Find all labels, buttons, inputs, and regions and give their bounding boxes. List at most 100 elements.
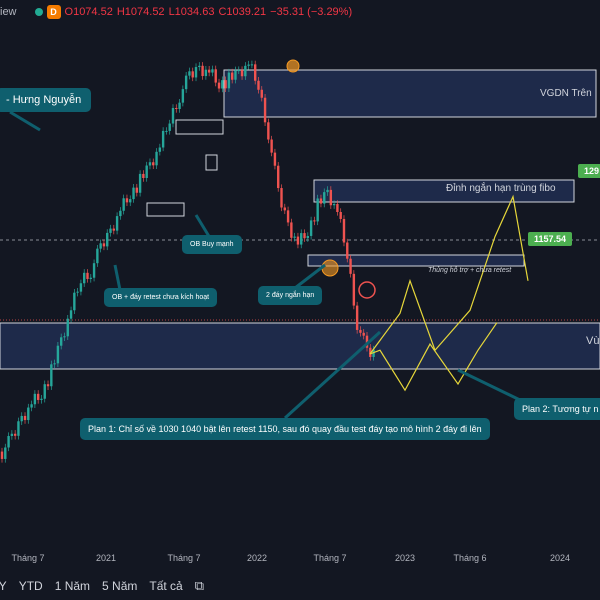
candle-body — [247, 64, 250, 66]
candle-body — [184, 75, 188, 90]
ob-buy-pointer — [194, 214, 212, 239]
candle-body — [125, 198, 129, 203]
candle-body — [303, 233, 306, 239]
candle-body — [339, 212, 342, 219]
peak-marker — [286, 59, 300, 73]
candle-body — [300, 233, 303, 245]
hai-day-callout: 2 đáy ngắn hạn — [258, 286, 323, 305]
candle-body — [323, 192, 326, 204]
candle-body — [122, 198, 125, 211]
candle-body — [234, 70, 237, 80]
candle-body — [66, 318, 69, 337]
candle-body — [152, 162, 155, 166]
x-tick-label: 2024 — [550, 553, 570, 563]
candle-body — [277, 165, 280, 189]
range-1y[interactable]: 1 Năm — [54, 579, 91, 593]
candle-body — [204, 69, 208, 77]
hai-day-text: 2 đáy ngắn hạn — [266, 292, 315, 299]
x-tick-label: 2023 — [395, 553, 415, 563]
projection-plan2 — [369, 322, 498, 392]
candle-body — [23, 415, 27, 421]
range-5y[interactable]: 5Y — [0, 579, 7, 593]
candle-body — [63, 336, 66, 338]
candle-body — [27, 407, 30, 421]
candle-body — [316, 198, 319, 222]
candle-body — [250, 64, 254, 66]
zone-ob-3 — [205, 154, 218, 171]
candle-body — [112, 228, 116, 231]
candle-body — [138, 173, 142, 193]
candle-body — [359, 329, 362, 333]
candle-body — [280, 188, 283, 208]
x-tick-label: 2022 — [247, 553, 267, 563]
plan1-text: Plan 1: Chỉ số về 1030 1040 bật lên rete… — [88, 424, 482, 434]
candle-body — [132, 187, 135, 200]
candle-body — [326, 189, 329, 193]
candle-body — [319, 198, 323, 204]
candle-body — [194, 67, 198, 78]
candle-body — [178, 102, 181, 110]
candle-body — [69, 310, 73, 319]
candle-body — [36, 393, 40, 400]
change-value: −35.31 (−3.29%) — [270, 6, 353, 18]
x-tick-label: Tháng 7 — [313, 553, 346, 563]
zone-ob-2 — [146, 202, 185, 217]
candle-body — [155, 151, 158, 166]
candle-body — [53, 363, 56, 365]
range-all[interactable]: Tất cả — [149, 579, 183, 593]
double-bottom-marker — [321, 259, 339, 277]
candle-body — [175, 107, 178, 110]
candle-body — [313, 220, 316, 222]
x-tick-label: Tháng 7 — [11, 553, 44, 563]
candle-body — [76, 291, 79, 293]
candle-body — [56, 345, 60, 364]
candle-body — [372, 349, 375, 357]
candle-body — [4, 447, 7, 459]
candle-body — [10, 433, 14, 437]
candle-body — [43, 384, 46, 399]
candle-body — [188, 71, 191, 76]
zone-thung-ho-tro — [307, 254, 525, 267]
candle-body — [224, 80, 227, 89]
candle-body — [332, 204, 336, 206]
breakdown-marker — [358, 281, 376, 299]
candle-body — [365, 335, 369, 348]
price-tag-mid: 1157.54 — [528, 232, 573, 246]
candle-body — [207, 69, 211, 73]
zone-ob-1 — [175, 119, 224, 135]
candle-body — [33, 393, 37, 405]
zone-dinh-ngan-han — [313, 179, 575, 203]
candle-body — [263, 97, 267, 123]
candle-body — [221, 80, 224, 89]
range-ytd[interactable]: YTD — [18, 579, 43, 593]
candle-body — [102, 243, 106, 247]
candle-body — [283, 207, 286, 211]
candle-body — [352, 273, 356, 306]
candle-body — [342, 218, 346, 243]
candle-body — [286, 210, 290, 223]
open-value: O1074.52 — [64, 6, 113, 18]
candle-body — [86, 272, 89, 279]
candle-body — [119, 210, 122, 217]
candle-body — [73, 292, 76, 311]
candle-body — [13, 433, 17, 436]
high-value: H1074.52 — [116, 6, 165, 18]
plan1-pointer — [283, 330, 382, 420]
ohlc-header: iew D O1074.52 H1074.52 L1034.63 C1039.2… — [0, 5, 352, 19]
candle-body — [290, 222, 293, 238]
candle-body — [237, 70, 240, 72]
candle-body — [129, 199, 132, 203]
candle-body — [142, 173, 145, 179]
candle-body — [181, 89, 185, 103]
candle-body — [59, 337, 63, 346]
close-value: C1039.21 — [218, 6, 267, 18]
range-5y-full[interactable]: 5 Năm — [102, 579, 138, 593]
candle-body — [30, 404, 33, 408]
compare-icon[interactable]: ⧉ — [194, 578, 205, 593]
candle-body — [17, 421, 20, 436]
candle-body — [161, 130, 165, 148]
plan2-pointer — [457, 368, 521, 402]
interval-badge[interactable]: D — [46, 5, 61, 19]
ob-retest-text: OB + đáy retest chưa kích hoạt — [112, 294, 210, 301]
